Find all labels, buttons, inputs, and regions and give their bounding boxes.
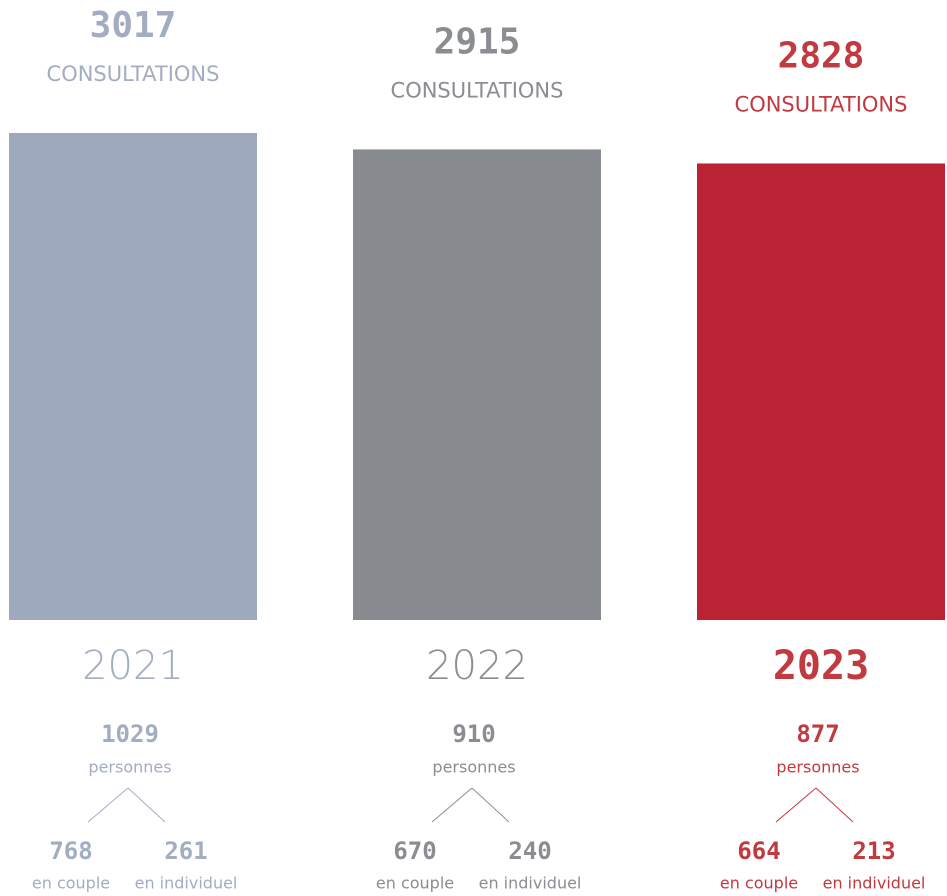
part-value: 768 <box>49 837 92 865</box>
total-label: personnes <box>88 758 171 777</box>
category-label: 2021 <box>82 643 184 689</box>
part-value: 240 <box>508 837 551 865</box>
category-label: 2023 <box>773 643 869 689</box>
part-value: 213 <box>852 837 895 865</box>
part-label: en couple <box>376 874 454 893</box>
value-unit: CONSULTATIONS <box>391 78 564 102</box>
part-value: 670 <box>393 837 436 865</box>
total-value: 877 <box>796 720 839 748</box>
bar <box>697 163 945 621</box>
value-label: 2828 <box>778 35 865 76</box>
total-value: 1029 <box>101 720 159 748</box>
part-value: 664 <box>737 837 780 865</box>
value-label: 3017 <box>90 5 177 46</box>
bar <box>9 132 257 620</box>
split-line <box>471 787 510 823</box>
part-label: en individuel <box>135 874 238 893</box>
value-label: 2915 <box>434 21 521 62</box>
split-line <box>431 787 473 823</box>
value-unit: CONSULTATIONS <box>47 62 220 86</box>
split-line <box>775 787 817 823</box>
category-label: 2022 <box>426 643 528 689</box>
bar <box>353 149 601 620</box>
part-label: en individuel <box>479 874 582 893</box>
total-value: 910 <box>452 720 495 748</box>
part-label: en couple <box>720 874 798 893</box>
part-label: en couple <box>32 874 110 893</box>
part-label: en individuel <box>823 874 926 893</box>
split-line <box>127 787 166 823</box>
part-value: 261 <box>164 837 207 865</box>
total-label: personnes <box>776 758 859 777</box>
split-line <box>87 787 129 823</box>
split-line <box>815 787 854 823</box>
value-unit: CONSULTATIONS <box>735 92 908 116</box>
total-label: personnes <box>432 758 515 777</box>
